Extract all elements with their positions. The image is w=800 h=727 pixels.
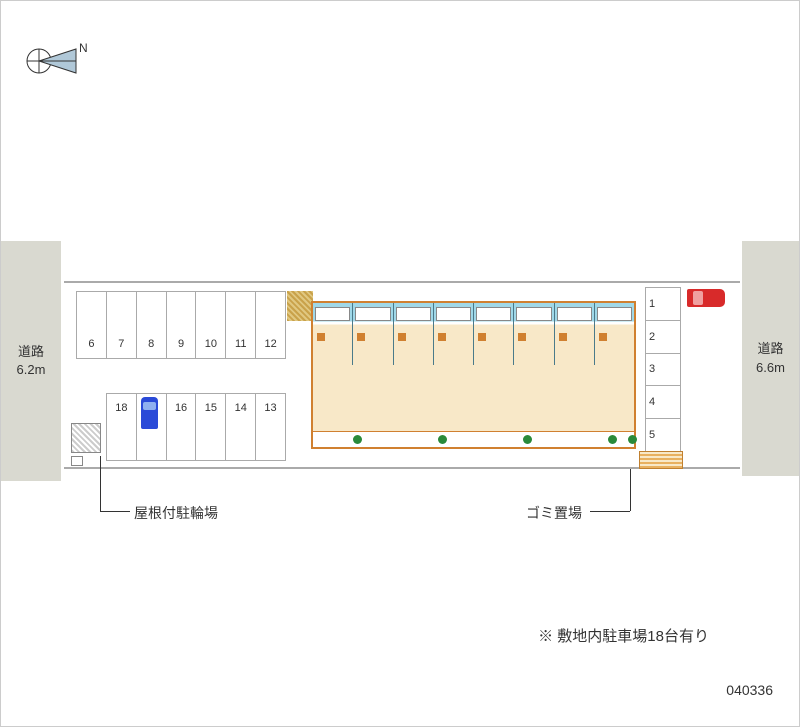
unit [394, 303, 434, 365]
planter-dot [608, 435, 617, 444]
road-left: 道路 6.2m [1, 241, 61, 481]
parking-slot: 11 [225, 291, 255, 359]
parking-slot: 8 [136, 291, 166, 359]
building-corridor [313, 365, 634, 435]
road-right-label: 道路 6.6m [756, 340, 785, 376]
building-front [313, 431, 634, 447]
callout-line [630, 469, 631, 511]
garbage-label: ゴミ置場 [526, 503, 582, 523]
parking-slot: 7 [106, 291, 136, 359]
unit [313, 303, 353, 365]
callout-line [100, 456, 101, 511]
parking-slot: 10 [195, 291, 225, 359]
planter-dot [523, 435, 532, 444]
parking-lower-row: 18 17 16 15 14 13 [106, 393, 286, 461]
unit [514, 303, 554, 365]
parking-slot: 13 [255, 393, 286, 461]
parking-slot: 18 [106, 393, 136, 461]
parking-slot: 5 [645, 418, 681, 452]
parking-slot: 6 [76, 291, 106, 359]
road-right: 道路 6.6m [742, 241, 799, 476]
parking-slot: 2 [645, 320, 681, 353]
callout-line [100, 511, 130, 512]
document-id: 040336 [726, 682, 773, 698]
texture-patch [287, 291, 313, 321]
road-left-label: 道路 6.2m [17, 343, 46, 379]
unit [555, 303, 595, 365]
small-box [71, 456, 83, 466]
unit [595, 303, 634, 365]
compass: N [21, 31, 91, 96]
parking-upper-row: 6 7 8 9 10 11 12 [76, 291, 286, 359]
planter-dot [438, 435, 447, 444]
parking-slot: 14 [225, 393, 255, 461]
parking-slot: 9 [166, 291, 196, 359]
planter-dot [353, 435, 362, 444]
parking-slot: 12 [255, 291, 286, 359]
parking-slot: 4 [645, 385, 681, 418]
bike-shelter [71, 423, 101, 453]
units-row [313, 303, 634, 365]
unit [353, 303, 393, 365]
car-red-icon [687, 289, 725, 307]
parking-slot: 15 [195, 393, 225, 461]
compass-icon [21, 31, 91, 91]
parking-right-col: 1 2 3 4 5 [645, 287, 681, 452]
callout-line [590, 511, 630, 512]
bike-shelter-label: 屋根付駐輪場 [134, 503, 218, 523]
compass-label: N [79, 41, 88, 55]
parking-slot: 3 [645, 353, 681, 386]
car-blue-icon [141, 397, 158, 429]
unit [434, 303, 474, 365]
garbage-area [639, 451, 683, 469]
unit [474, 303, 514, 365]
parking-slot: 1 [645, 287, 681, 320]
planter-dot [628, 435, 637, 444]
parking-slot: 16 [166, 393, 196, 461]
building [311, 301, 636, 449]
footer-note: ※ 敷地内駐車場18台有り [538, 625, 709, 646]
